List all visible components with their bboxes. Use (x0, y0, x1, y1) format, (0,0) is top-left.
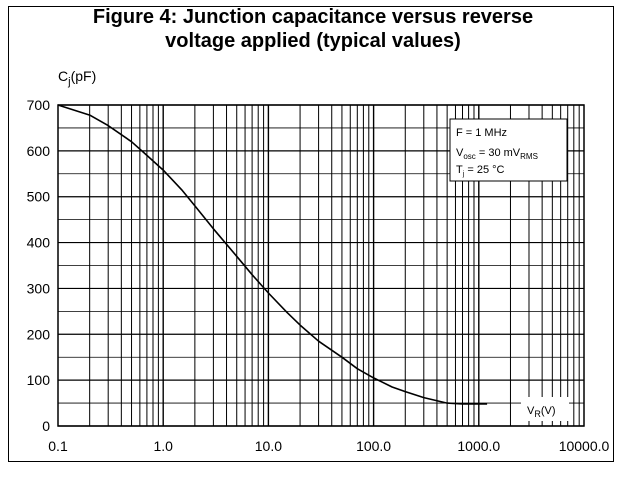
capacitance-curve (57, 104, 488, 405)
plot-area-border (57, 104, 585, 427)
chart-title-line-2: voltage applied (typical values) (165, 30, 461, 52)
y-axis-label: Cj(pF) (58, 68, 96, 88)
x-tick-labels: 0.1 1.0 10.0 100.0 1000.0 10000.0 (48, 438, 609, 454)
x-tick-label: 1.0 (153, 438, 173, 454)
annotation-frequency: F = 1 MHz (456, 127, 507, 139)
x-tick-label: 0.1 (48, 438, 68, 454)
annotation-temperature: Tj = 25 °C (456, 164, 505, 178)
x-axis-label: VR(V) (527, 405, 556, 419)
y-tick-label: 400 (27, 235, 51, 251)
y-tick-label: 300 (27, 280, 51, 296)
legend-box (449, 118, 568, 182)
y-tick-label: 600 (27, 143, 51, 159)
x-tick-label: 10000.0 (559, 438, 610, 454)
y-tick-label: 700 (27, 97, 51, 113)
y-tick-label: 200 (27, 326, 51, 342)
chart-title-line-1: Figure 4: Junction capacitance versus re… (92, 6, 534, 28)
annotation-osc-voltage: Vosc = 30 mVRMS (456, 147, 538, 161)
x-tick-label: 100.0 (356, 438, 391, 454)
y-tick-label: 500 (27, 189, 51, 205)
x-tick-label: 10.0 (255, 438, 282, 454)
figure-frame (8, 6, 614, 462)
x-tick-label: 1000.0 (457, 438, 500, 454)
chart-title: Figure 4: Junction capacitance versus re… (0, 5, 626, 53)
x-axis-label-background (521, 397, 569, 421)
curve-layer (57, 104, 488, 405)
y-tick-label: 100 (27, 372, 51, 388)
y-tick-labels: 0 100 200 300 400 500 600 700 (27, 97, 51, 434)
y-tick-label: 0 (42, 418, 50, 434)
